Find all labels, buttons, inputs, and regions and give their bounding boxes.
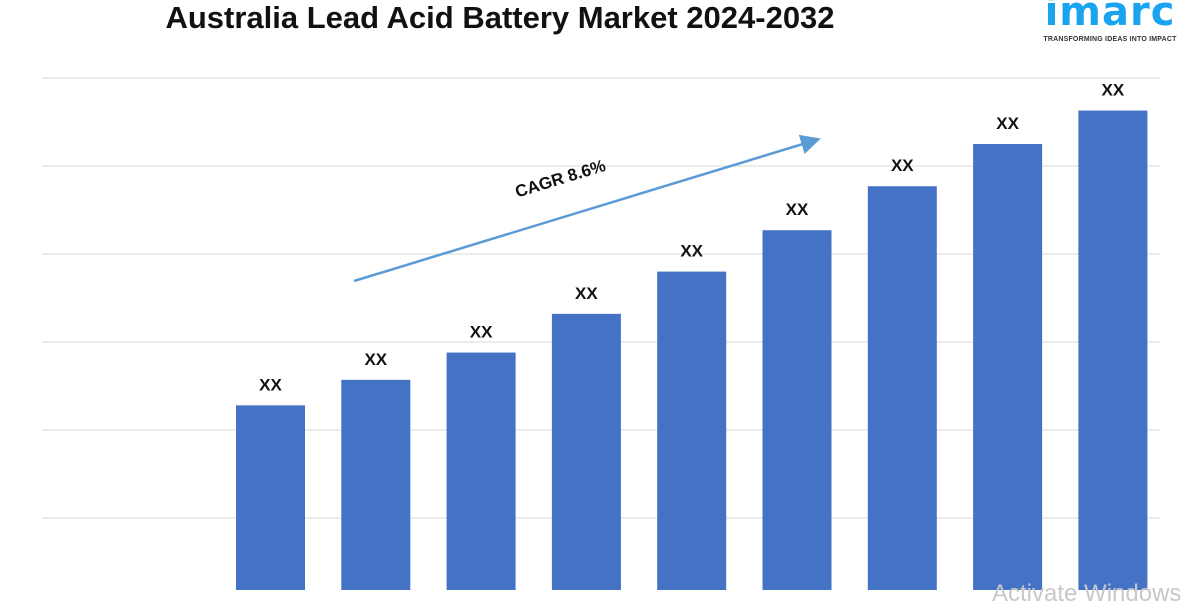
data-label: XX — [891, 156, 914, 175]
bar — [551, 313, 621, 590]
bar — [657, 271, 727, 590]
imarc-logo: imarc TRANSFORMING IDEAS INTO IMPACT — [1030, 0, 1190, 44]
data-label: XX — [786, 200, 809, 219]
data-label: XX — [364, 350, 387, 369]
data-label: XX — [575, 284, 598, 303]
bar — [1078, 110, 1148, 590]
data-label: XX — [470, 323, 493, 342]
logo-tagline: TRANSFORMING IDEAS INTO IMPACT — [1043, 36, 1177, 43]
data-label: XX — [996, 114, 1019, 133]
data-label: XX — [1102, 81, 1125, 100]
cagr-arrow — [353, 134, 821, 283]
bar — [341, 379, 411, 590]
activate-windows-watermark: Activate Windows — [992, 580, 1182, 607]
chart-title: Australia Lead Acid Battery Market 2024-… — [165, 0, 835, 35]
bar — [446, 352, 516, 590]
cagr-annotation: CAGR 8.6% — [353, 134, 821, 283]
cagr-label: CAGR 8.6% — [513, 156, 608, 202]
data-label: XX — [680, 242, 703, 261]
bar — [236, 405, 305, 590]
bar — [762, 230, 832, 591]
bar — [867, 186, 937, 591]
bar — [973, 144, 1043, 590]
data-label: XX — [259, 375, 282, 394]
logo-word: imarc — [1044, 0, 1176, 35]
